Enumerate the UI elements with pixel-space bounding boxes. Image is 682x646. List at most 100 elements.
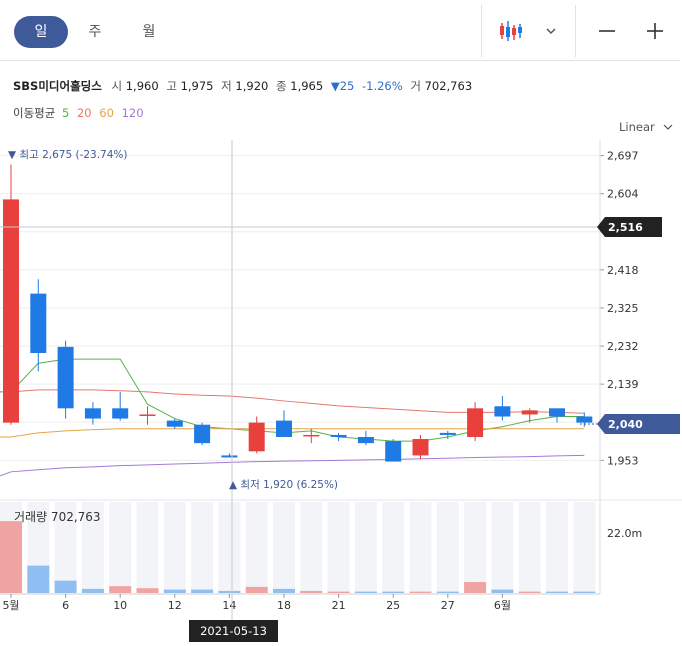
chevron-down-icon[interactable] — [536, 14, 566, 48]
ma-5[interactable]: 5 — [61, 106, 70, 120]
candle-body — [112, 408, 129, 419]
volume-bg-column — [491, 502, 514, 593]
volume-bg-column — [518, 502, 541, 593]
y-tick-label: 2,325 — [607, 302, 639, 315]
candle-body — [467, 408, 484, 437]
x-tick-label: 5월 — [2, 599, 19, 612]
ma20-line — [0, 389, 585, 414]
volume-bg-column — [409, 502, 432, 593]
ma-label: 이동평균 — [13, 106, 56, 120]
volume-bar — [191, 589, 214, 593]
candle-body — [3, 199, 19, 423]
volume-bar — [27, 565, 50, 593]
last-price-badge-bg — [597, 414, 680, 434]
ma-20[interactable]: 20 — [76, 106, 92, 120]
candle-body — [330, 434, 347, 437]
volume-bg-column — [136, 502, 159, 593]
volume-bar — [273, 588, 295, 593]
x-tick-label: 27 — [441, 599, 455, 612]
volume-bg-column — [273, 502, 295, 593]
ma-120[interactable]: 120 — [121, 106, 144, 120]
volume-bg-column — [436, 502, 459, 593]
tab-day[interactable]: 일 — [14, 16, 68, 48]
candle-body — [439, 432, 456, 435]
x-tick-label: 6월 — [494, 599, 511, 612]
y-tick-label: 2,418 — [607, 264, 639, 277]
volume-bg-column — [81, 502, 104, 593]
last-price-badge: 2,040 — [608, 418, 643, 431]
candle-body — [521, 410, 538, 415]
ma120-line — [0, 454, 585, 477]
volume-bar — [54, 580, 77, 593]
volume-bg-column — [546, 502, 568, 593]
candle-body — [194, 424, 211, 444]
minus-icon[interactable] — [592, 14, 622, 48]
candle-body — [57, 346, 74, 409]
volume-bar — [300, 590, 323, 593]
crosshair-date-label: 2021-05-13 — [189, 620, 278, 642]
volume-bar — [218, 590, 241, 593]
scale-label: Linear — [619, 120, 655, 134]
scale-selector[interactable]: Linear — [619, 120, 673, 134]
volume-bar — [409, 591, 432, 593]
volume-bg-column — [163, 502, 186, 593]
y-tick-label: 2,604 — [607, 188, 639, 201]
chart-toolbar: 일 주 월 — [0, 0, 680, 61]
volume-bg-column — [109, 502, 132, 593]
quote-summary: SBS미디어홀딩스 시 1,960 고 1,975 저 1,920 종 1,96… — [13, 78, 476, 94]
volume-bar — [382, 591, 405, 593]
high-annotation: ▼ 최고 2,675 (-23.74%) — [8, 149, 128, 161]
volume-bar — [464, 582, 487, 593]
volume-bg-column — [218, 502, 241, 593]
moving-average-legend: 이동평균 5 20 60 120 — [13, 105, 144, 121]
y-tick-label: 2,232 — [607, 340, 639, 353]
candle-body — [30, 293, 47, 354]
candlestick-icon[interactable] — [496, 14, 526, 48]
volume-bar — [518, 591, 541, 593]
candle-body — [385, 441, 402, 462]
volume-axis-label: 22.0m — [607, 527, 642, 540]
cursor-price-badge: 2,516 — [608, 221, 643, 234]
volume-bg-column — [327, 502, 350, 593]
volume-bg-column — [464, 502, 487, 593]
volume-bg-column — [54, 502, 77, 593]
candle-body — [84, 408, 101, 419]
tab-month[interactable]: 월 — [142, 24, 156, 40]
plus-icon[interactable] — [640, 14, 670, 48]
low-value: 1,920 — [235, 79, 269, 93]
volume-panel-label: 거래량 702,763 — [14, 510, 101, 524]
cursor-price-badge-bg — [597, 217, 662, 237]
volume-bar — [109, 586, 132, 593]
y-tick-label: 2,139 — [607, 378, 639, 391]
volume-bg-column — [245, 502, 268, 593]
candle-body — [412, 439, 429, 456]
ma-60[interactable]: 60 — [99, 106, 114, 120]
candle-body — [166, 420, 183, 427]
candle-body — [221, 455, 238, 458]
candle-body — [576, 416, 593, 423]
volume-bar — [245, 586, 268, 593]
open-value: 1,960 — [125, 79, 159, 93]
volume-bg-column — [382, 502, 405, 593]
volume-value: 702,763 — [424, 79, 473, 93]
x-tick-label: 18 — [277, 599, 291, 612]
x-tick-label: 14 — [222, 599, 236, 612]
volume-bar — [491, 589, 514, 593]
candle-body — [276, 420, 292, 437]
x-tick-label: 21 — [332, 599, 346, 612]
change-value: ▼25 — [330, 79, 355, 93]
volume-bar — [354, 591, 377, 593]
candle-body — [549, 408, 565, 417]
candle-body — [139, 414, 156, 416]
close-label: 종 — [276, 79, 287, 93]
candle-body — [494, 406, 511, 417]
tab-week[interactable]: 주 — [88, 24, 102, 40]
low-annotation: ▲ 최저 1,920 (6.25%) — [229, 479, 338, 491]
volume-bar — [81, 588, 104, 593]
volume-bar — [436, 591, 459, 593]
toolbar-divider — [481, 5, 482, 57]
volume-bar — [163, 589, 186, 593]
volume-bar — [327, 591, 350, 593]
ma60-line — [0, 428, 585, 438]
